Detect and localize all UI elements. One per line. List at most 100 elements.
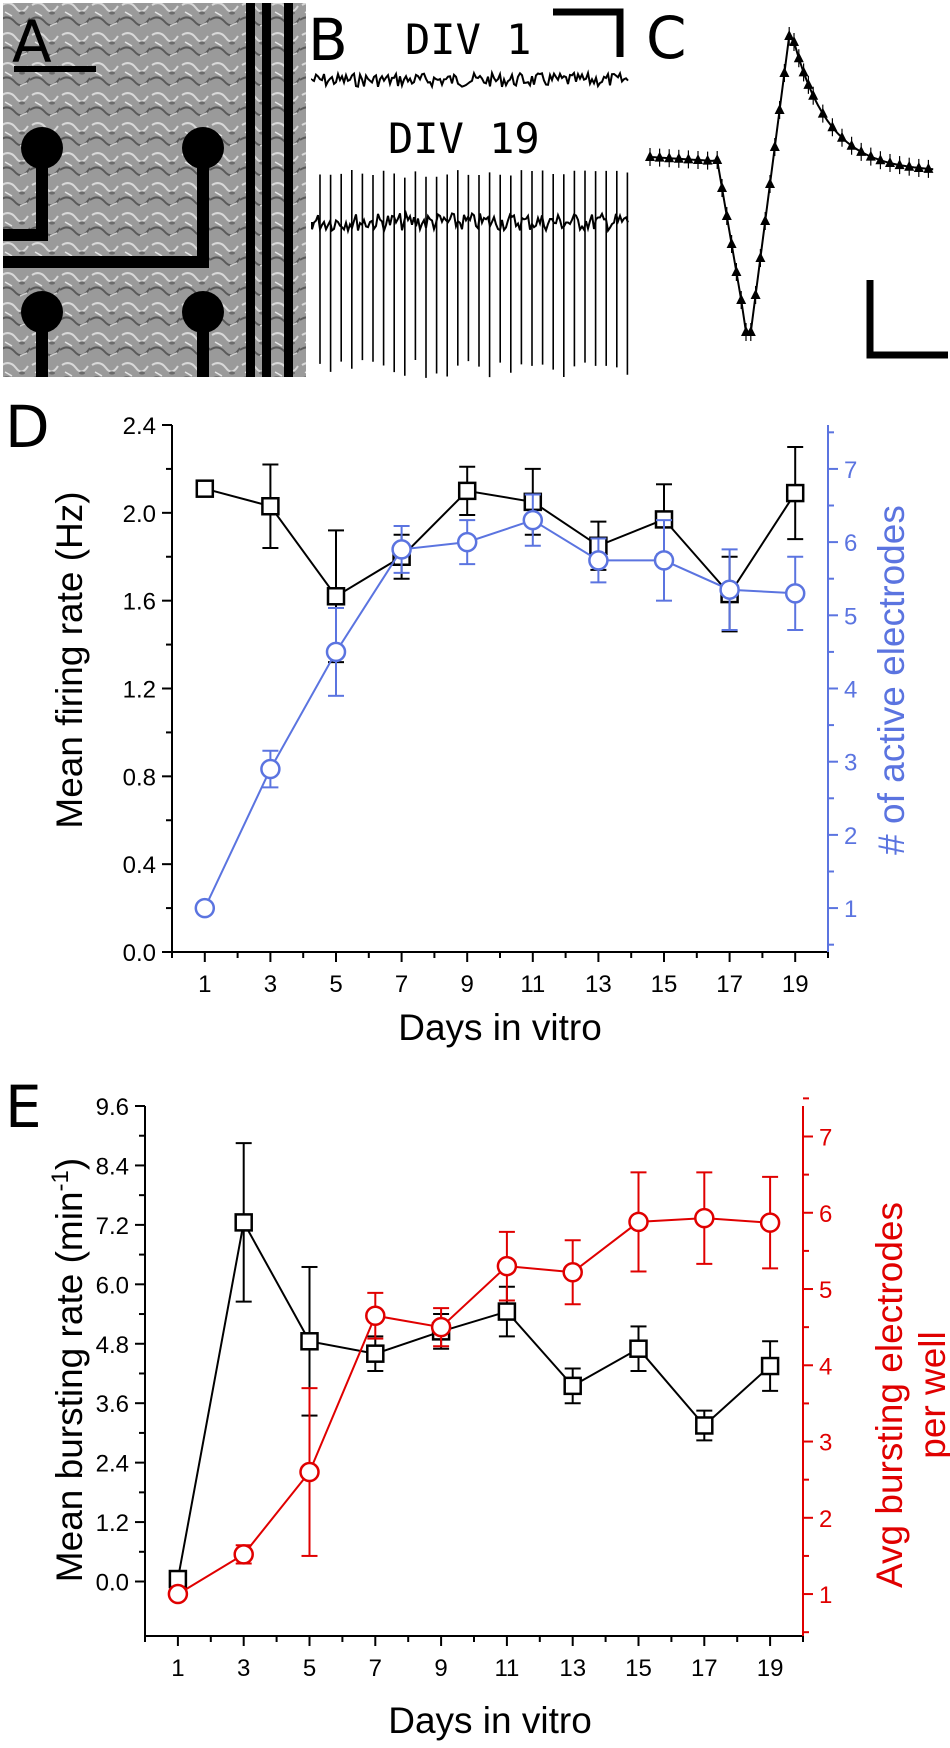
data-point-square xyxy=(234,1213,253,1232)
waveform-marker xyxy=(731,266,742,276)
left-tick-label: 0.8 xyxy=(123,764,156,791)
div19-noise-trace xyxy=(311,209,629,235)
panel-label-c: C xyxy=(646,4,687,72)
series-line xyxy=(204,487,797,598)
waveform-marker xyxy=(846,139,857,150)
right-tick-label: 2 xyxy=(844,823,857,850)
x-tick-label: 11 xyxy=(494,1655,519,1682)
waveform-marker xyxy=(798,66,809,77)
data-point-square xyxy=(629,1339,648,1358)
x-tick-label: 5 xyxy=(329,971,342,998)
panel-b-traces: B DIV 1 DIV 19 xyxy=(308,6,629,378)
data-point-circle xyxy=(588,550,609,571)
data-point-circle xyxy=(391,539,412,560)
data-point-circle xyxy=(759,1212,781,1233)
data-point-circle xyxy=(653,550,675,571)
x-tick-label: 3 xyxy=(264,971,277,998)
waveform-marker xyxy=(712,154,723,164)
x-tick-label: 7 xyxy=(395,971,408,998)
data-point-square xyxy=(760,1356,780,1376)
waveform-marker xyxy=(856,145,867,156)
right-tick-label: 3 xyxy=(819,1430,832,1457)
waveform-marker xyxy=(784,30,795,40)
right-tick-label: 7 xyxy=(844,457,857,484)
right-tick-label: 6 xyxy=(844,530,857,557)
left-tick-label: 0.0 xyxy=(96,1570,129,1597)
right-tick-label: 1 xyxy=(819,1582,832,1609)
x-tick-label: 7 xyxy=(369,1655,382,1682)
left-tick-label: 9.6 xyxy=(96,1094,129,1121)
chart-e-ylabel-superscript: -1 xyxy=(47,1170,74,1191)
scale-bar xyxy=(14,66,96,72)
series-line xyxy=(176,1219,771,1580)
data-point-square xyxy=(300,1332,319,1351)
waveform-marker xyxy=(736,294,747,304)
x-tick-label: 15 xyxy=(625,1655,652,1682)
right-tick-label: 5 xyxy=(844,603,857,630)
data-point-square xyxy=(261,496,280,516)
left-tick-label: 1.2 xyxy=(96,1510,129,1537)
left-tick-label: 2.4 xyxy=(96,1451,129,1478)
x-tick-label: 9 xyxy=(461,971,474,998)
data-point-square xyxy=(563,1376,582,1396)
waveform-marker xyxy=(745,326,756,336)
data-point-square xyxy=(497,1302,517,1321)
data-point-square xyxy=(695,1416,714,1435)
left-tick-label: 8.4 xyxy=(96,1153,129,1180)
waveform-marker xyxy=(702,154,713,165)
waveform-marker xyxy=(803,78,814,89)
data-point-circle xyxy=(299,1461,320,1483)
x-tick-label: 15 xyxy=(651,971,678,998)
left-tick-label: 7.2 xyxy=(96,1213,129,1240)
waveform-marker xyxy=(774,104,785,114)
electrode-traces xyxy=(3,3,293,377)
waveform-marker xyxy=(765,178,775,188)
div19-trace xyxy=(311,170,629,378)
data-point-circle xyxy=(456,531,478,553)
left-tick-label: 1.6 xyxy=(123,589,156,616)
scale-bar-c xyxy=(866,280,948,359)
data-point-circle xyxy=(719,579,740,600)
waveform-marker xyxy=(885,156,895,167)
left-tick-label: 4.8 xyxy=(96,1332,129,1359)
waveform-marker xyxy=(865,150,876,161)
waveform-marker xyxy=(789,36,799,46)
left-tick-label: 6.0 xyxy=(96,1272,129,1299)
chart-e-xlabel: Days in vitro xyxy=(388,1700,592,1741)
x-tick-label: 3 xyxy=(237,1655,250,1682)
data-point-circle xyxy=(522,509,544,531)
waveform-marker xyxy=(750,289,761,299)
waveform-marker xyxy=(923,162,934,173)
chart-e-ylabel-main: Mean bursting rate (min xyxy=(49,1191,90,1582)
waveform-marker xyxy=(904,160,915,171)
left-tick-label: 3.6 xyxy=(96,1391,129,1418)
data-point-circle xyxy=(260,758,281,780)
scale-bar-b xyxy=(553,8,624,57)
chart-d-ylabel: Mean firing rate (Hz) xyxy=(49,491,90,828)
data-point-circle xyxy=(496,1255,518,1277)
div1-trace xyxy=(311,69,629,90)
waveform-marker xyxy=(664,152,675,163)
waveform-marker xyxy=(645,151,655,161)
x-tick-label: 13 xyxy=(559,1655,586,1682)
right-tick-label: 2 xyxy=(819,1506,832,1533)
data-point-circle xyxy=(194,897,216,919)
data-point-circle xyxy=(430,1316,452,1338)
left-tick-label: 1.2 xyxy=(123,677,156,704)
waveform-marker xyxy=(913,161,924,172)
waveform-marker xyxy=(894,159,905,170)
x-tick-label: 5 xyxy=(303,1655,316,1682)
x-tick-label: 13 xyxy=(585,971,612,998)
right-tick-label: 7 xyxy=(819,1125,832,1152)
left-tick-label: 0.4 xyxy=(123,852,156,879)
x-tick-label: 19 xyxy=(757,1655,784,1682)
waveform-marker xyxy=(760,215,771,225)
waveform-marker xyxy=(654,151,665,162)
waveform-marker xyxy=(717,182,727,192)
waveform-marker xyxy=(793,52,804,63)
waveform-marker xyxy=(779,67,790,77)
